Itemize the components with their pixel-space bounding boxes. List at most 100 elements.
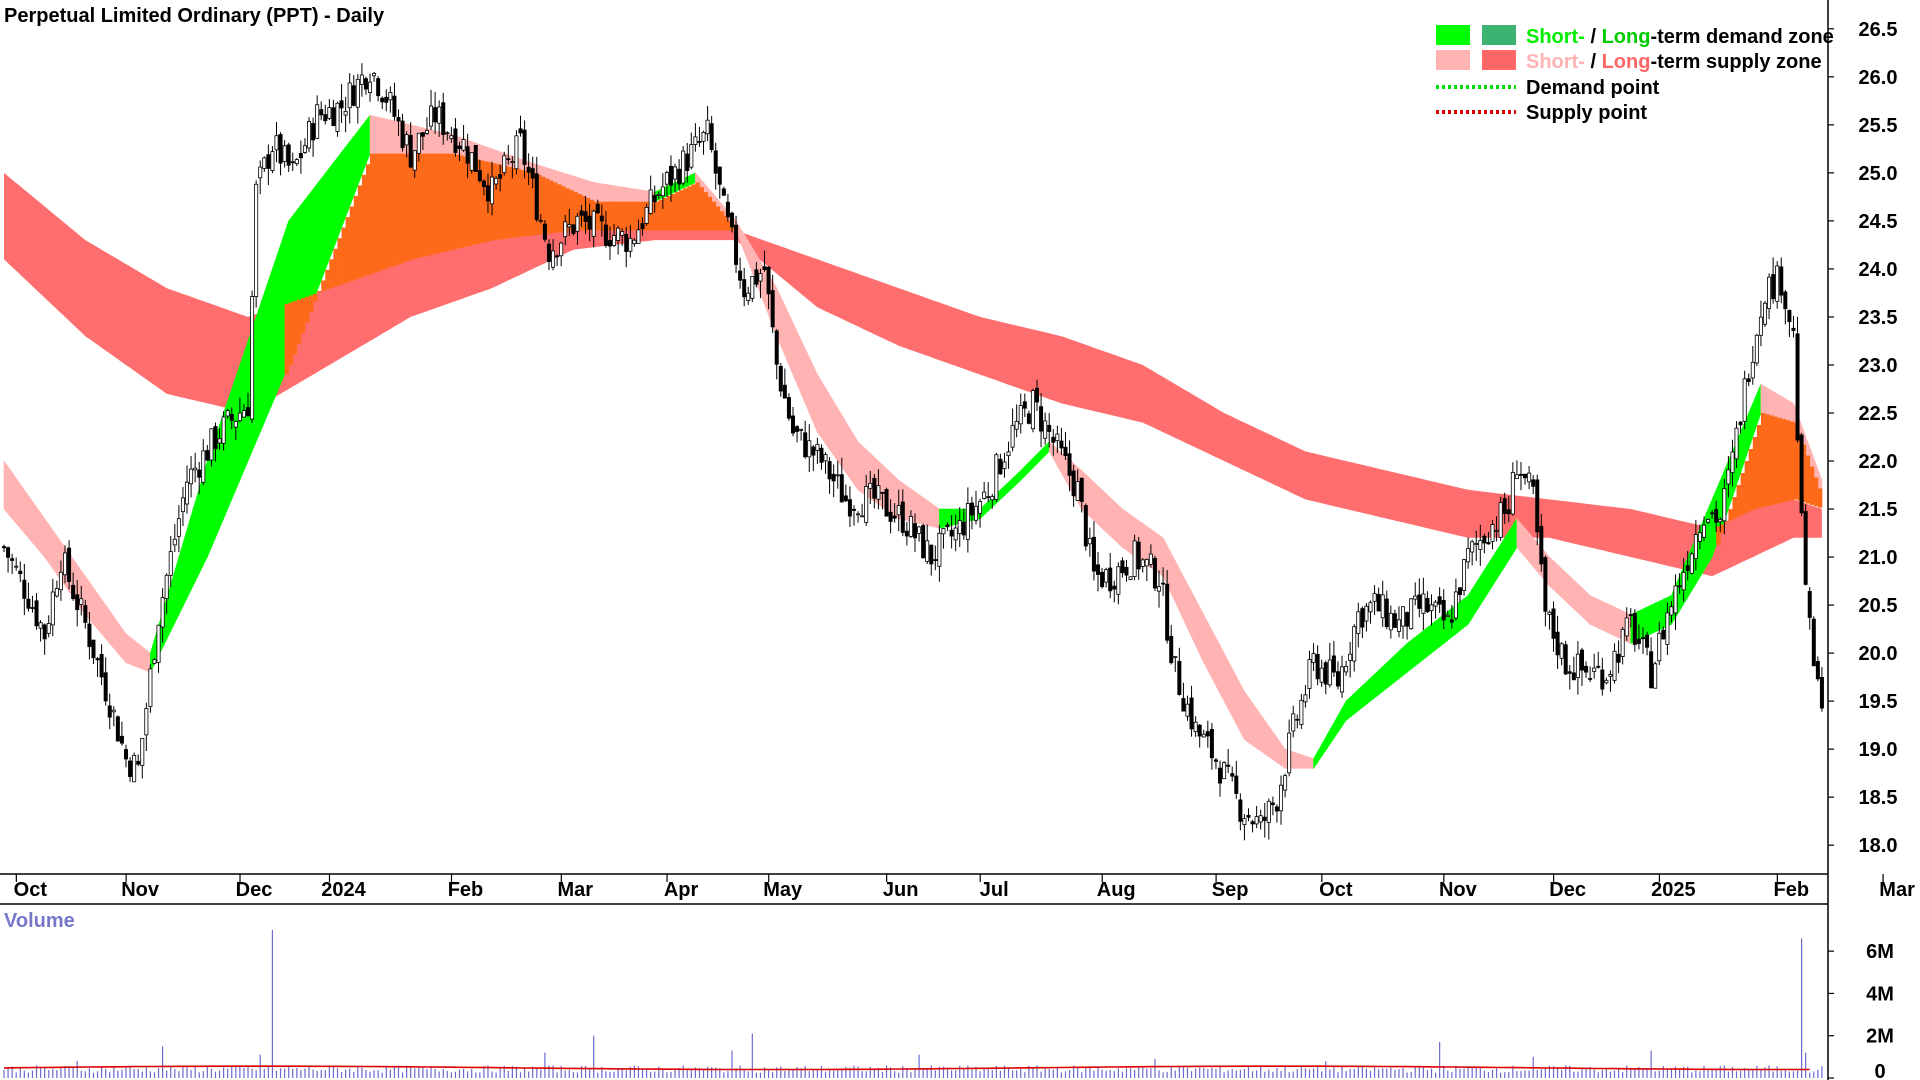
short-term-demand-zone-segment [263, 280, 269, 423]
candle-down [246, 407, 251, 417]
candle-up [1222, 762, 1227, 780]
candle-up [1413, 595, 1418, 600]
zone-overlap-segment [715, 206, 721, 231]
candle-up [193, 467, 198, 471]
candle-up [1258, 815, 1263, 823]
zone-overlap-segment [325, 269, 330, 290]
candle-up [424, 130, 429, 134]
zone-overlap-segment [483, 161, 489, 243]
candle-down [1152, 558, 1157, 589]
short-term-supply-zone-segment [1553, 560, 1558, 595]
short-term-supply-zone-segment [625, 187, 631, 202]
candle-up [575, 215, 580, 232]
candle-up [559, 242, 564, 257]
short-term-supply-zone-segment [1109, 496, 1115, 541]
candle-up [567, 224, 572, 228]
short-term-demand-zone-segment [1646, 604, 1652, 637]
candle-up [50, 591, 55, 626]
short-term-supply-zone-segment [613, 185, 619, 202]
short-term-supply-zone-segment [589, 180, 595, 203]
short-term-supply-zone-segment [1187, 583, 1192, 637]
candle-down [1417, 594, 1422, 609]
candle-down [1234, 775, 1239, 794]
candle-down [786, 397, 791, 419]
zone-overlap-segment [1801, 444, 1807, 503]
short-term-supply-zone-segment [804, 348, 810, 414]
candle-up [1043, 420, 1048, 439]
candle-up [449, 135, 454, 140]
candle-down [30, 607, 35, 609]
candle-up [388, 92, 393, 101]
zone-overlap-segment [675, 192, 680, 231]
candle-down [1661, 629, 1666, 640]
short-term-supply-zone-segment [548, 167, 554, 183]
candle-up [799, 428, 804, 431]
candle-up [1750, 361, 1755, 379]
candle-up [335, 102, 340, 132]
zone-overlap-segment [304, 296, 310, 323]
candle-down [880, 492, 885, 494]
short-term-supply-zone-segment [1195, 599, 1200, 655]
candle-down [119, 735, 124, 744]
candle-up [632, 239, 637, 245]
short-term-demand-zone-segment [312, 183, 318, 302]
candle-up [1742, 378, 1747, 422]
candle-up [148, 668, 153, 707]
short-term-supply-zone-segment [1292, 751, 1298, 769]
candle-down [286, 144, 291, 166]
zone-overlap-segment [630, 201, 635, 231]
zone-overlap-segment [658, 199, 664, 231]
candle-down [1226, 764, 1231, 767]
candle-down [1787, 310, 1792, 323]
candle-down [811, 446, 816, 456]
candle-down [1807, 591, 1812, 618]
short-term-supply-zone-segment [642, 189, 647, 202]
short-term-supply-zone-segment [853, 434, 859, 491]
short-term-supply-zone-segment [109, 609, 115, 650]
zone-overlap-segment [1756, 424, 1762, 509]
candle-up [937, 532, 942, 567]
candle-up [270, 151, 275, 171]
zone-overlap-segment [614, 201, 619, 231]
short-term-supply-zone-segment [829, 393, 834, 457]
short-term-supply-zone-segment [1231, 668, 1237, 725]
zone-overlap-segment [565, 188, 570, 232]
short-term-demand-zone-segment [1382, 662, 1388, 693]
zone-overlap-segment [1813, 477, 1819, 507]
short-term-supply-zone-segment [922, 496, 928, 526]
candle-up [490, 176, 495, 205]
candle-up [538, 220, 543, 222]
zone-overlap-segment [585, 197, 591, 231]
price-tick-label: 22.0 [1859, 451, 1898, 473]
time-tick-label: Dec [1549, 879, 1586, 901]
short-term-supply-zone-segment [430, 129, 436, 154]
candle-up [1453, 591, 1458, 619]
zone-overlap-segment [662, 197, 668, 231]
short-term-supply-zone-segment [817, 373, 822, 439]
candle-down [213, 426, 218, 450]
candle-up [620, 231, 625, 236]
zone-overlap-segment [431, 153, 436, 255]
short-term-supply-zone-segment [849, 427, 855, 486]
short-term-supply-zone-segment [44, 517, 50, 564]
candle-down [229, 413, 234, 421]
candle-down [1079, 477, 1084, 502]
short-term-demand-zone-segment [198, 474, 204, 574]
short-term-supply-zone-segment [1183, 576, 1188, 629]
zone-overlap-segment [618, 201, 623, 231]
zone-overlap-segment [544, 178, 550, 234]
candle-up [79, 598, 84, 605]
short-term-supply-zone-segment [141, 646, 147, 672]
time-tick-label: Dec [236, 879, 273, 901]
short-term-supply-zone-segment [1174, 560, 1180, 611]
candle-up [673, 166, 678, 180]
candle-up [1014, 420, 1019, 430]
candle-down [136, 760, 141, 765]
candle-up [237, 412, 242, 422]
zone-overlap-segment [459, 155, 464, 248]
candle-up [628, 237, 633, 252]
legend-long-supply-swatch [1482, 50, 1516, 70]
candle-down [75, 594, 80, 610]
candle-up [1718, 518, 1723, 523]
candle-down [91, 639, 96, 659]
